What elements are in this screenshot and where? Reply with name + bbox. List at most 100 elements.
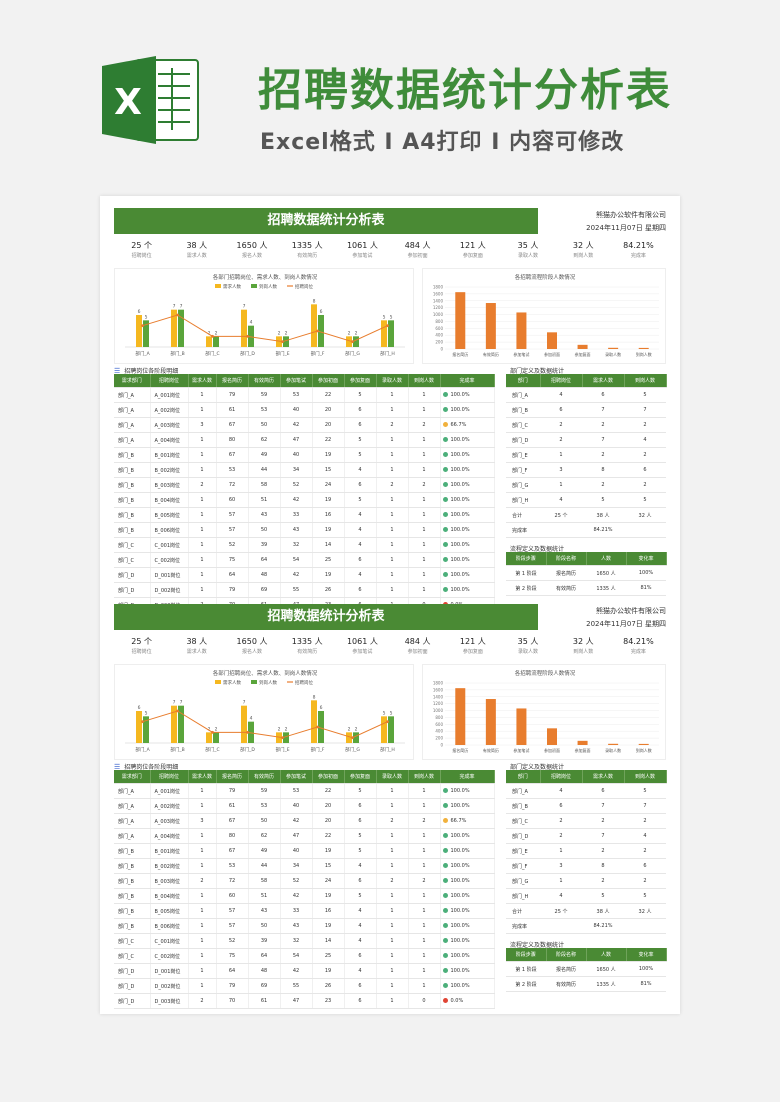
- bar-demand: [241, 705, 247, 743]
- table-cell: 1: [376, 933, 409, 949]
- table-cell: 报名简历: [546, 565, 586, 581]
- table-cell: 54: [280, 948, 313, 964]
- table-cell: 1: [408, 402, 441, 418]
- table-cell: 48: [248, 963, 281, 979]
- bar-value-label: 7: [180, 304, 183, 310]
- bar-value-label: 2: [208, 330, 211, 336]
- line-point: [316, 725, 319, 729]
- bar-value-label: 5: [383, 710, 386, 716]
- table-cell: 1: [188, 888, 217, 904]
- column-header: 录取人数: [376, 770, 409, 784]
- table-cell: 1: [408, 843, 441, 859]
- x-tick-label: 有效简历: [483, 351, 499, 357]
- table-cell: 7: [624, 402, 666, 418]
- column-header: 需求部门: [114, 770, 151, 784]
- x-tick-label: 部门_H: [380, 350, 395, 357]
- x-tick-label: 参加初面: [544, 351, 560, 357]
- completion-label: 完成率: [506, 918, 540, 934]
- table-cell: 1: [408, 552, 441, 568]
- kpi-card: 25 个招聘岗位: [114, 636, 169, 660]
- table-cell: 2: [582, 843, 624, 859]
- table-cell: 1: [408, 978, 441, 994]
- table-cell: 6: [344, 417, 377, 433]
- dept-stats-table: 部门 招聘岗位 需求人数 到岗人数 部门_A 4 6 5 部门_B 6 7 7 部门_C 2 2 2 部门_D 2…: [506, 374, 667, 538]
- status-dot-icon: [442, 788, 448, 793]
- table-row: 部门_D D_002岗位 1 79 69 55 26 6 1 1 100.0%: [114, 978, 495, 994]
- table-cell: B_002岗位: [150, 462, 189, 478]
- kpi-label: 有效简历: [297, 253, 318, 259]
- bar-onboard: [178, 705, 184, 743]
- table-cell: 16: [312, 903, 345, 919]
- table-cell: 50: [248, 813, 281, 829]
- line-point: [281, 736, 284, 740]
- table-cell: 38 人: [582, 507, 624, 523]
- table-cell: 1: [408, 948, 441, 964]
- table-cell: 40: [280, 843, 313, 859]
- table-cell: 部门_B: [114, 903, 151, 919]
- completion-value: 100.0%: [450, 878, 470, 884]
- kpi-value: 25 个: [131, 637, 152, 646]
- stage-bar: [485, 699, 496, 745]
- table-cell: D_001岗位: [150, 567, 189, 583]
- completion-value: 100.0%: [450, 833, 470, 839]
- bar-value-label: 2: [285, 726, 288, 732]
- table-cell: 部门_D: [114, 582, 151, 598]
- table-cell: 5: [344, 387, 377, 403]
- kpi-value: 121 人: [459, 637, 486, 646]
- x-tick-label: 参加复面: [575, 351, 591, 357]
- table-cell: 第 1 阶段: [506, 565, 546, 581]
- report-section: 招聘数据统计分析表 熊猫办公软件有限公司 2024年11月07日 星期四 25 个招聘…: [114, 208, 667, 613]
- bar-value-label: 5: [390, 314, 393, 320]
- table-cell: 部门_B: [114, 447, 151, 463]
- table-cell: 64: [216, 963, 249, 979]
- table-cell: 6: [344, 813, 377, 829]
- completion-value: 100.0%: [450, 863, 470, 869]
- table-cell: 22: [312, 387, 345, 403]
- column-header: 参加初面: [312, 374, 345, 388]
- bar-value-label: 4: [250, 716, 253, 722]
- bar-demand: [171, 705, 177, 743]
- bar-demand: [241, 309, 247, 347]
- table-cell: 5: [624, 783, 666, 799]
- table-cell: 2: [376, 813, 409, 829]
- status-dot-icon: [442, 998, 448, 1003]
- table-row: 部门_A A_001岗位 1 79 59 53 22 5 1 1 100.0%: [114, 783, 495, 799]
- table-cell: 4: [344, 918, 377, 934]
- table-cell: 14: [312, 933, 345, 949]
- table-cell: 6: [344, 552, 377, 568]
- table-cell: 2: [582, 477, 624, 493]
- table-cell: 4: [344, 903, 377, 919]
- table-cell: 5: [582, 888, 624, 904]
- table-header-row: 阶段步骤 阶段名称 人数 变化率: [506, 552, 667, 566]
- table-cell: 57: [216, 522, 249, 538]
- kpi-card: 1335 人有效简历: [280, 636, 335, 660]
- kpi-card: 121 人参加复面: [445, 636, 500, 660]
- table-cell: 部门_C: [114, 552, 151, 568]
- table-cell: 7: [582, 828, 624, 844]
- company-name: 熊猫办公软件有限公司: [596, 607, 666, 615]
- line-positions: [142, 710, 388, 739]
- status-dot-icon: [442, 557, 448, 562]
- table-cell: 19: [312, 888, 345, 904]
- table-cell: 部门_G: [506, 873, 540, 889]
- y-tick-label: 800: [435, 319, 443, 324]
- table-cell: 2: [408, 417, 441, 433]
- status-dot-icon: [442, 983, 448, 988]
- completion-value: 100.0%: [450, 968, 470, 974]
- table-cell: 1: [188, 447, 217, 463]
- table1-title-text: 招聘岗位各阶段明细: [124, 368, 179, 375]
- table-cell: 2: [582, 417, 624, 433]
- table-cell: 1: [540, 477, 582, 493]
- table-cell: 1: [188, 537, 217, 553]
- kpi-strip: 25 个招聘岗位 38 人需求人数 1650 人报名人数 1335 人有效简历 1061…: [114, 636, 666, 660]
- table-cell: 1: [376, 963, 409, 979]
- table-cell: 部门_B: [114, 477, 151, 493]
- completion-label: 完成率: [506, 522, 540, 538]
- table-header-row: 需求部门 招聘岗位 需求人数 报名简历 有效简历 参加笔试 参加初面 参加复面 录取人数 到岗人数…: [114, 770, 495, 784]
- x-tick-label: 参加初面: [544, 747, 560, 753]
- y-tick-label: 400: [435, 333, 443, 338]
- table-row: 部门_B 6 7 7: [506, 402, 666, 418]
- bar-value-label: 7: [243, 304, 246, 310]
- table-cell: B_001岗位: [150, 843, 189, 859]
- table-cell: 58: [248, 873, 281, 889]
